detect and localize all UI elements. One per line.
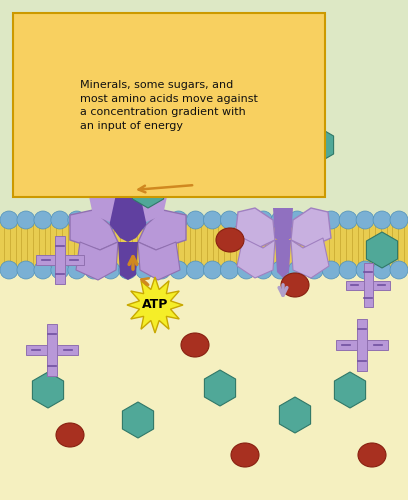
Bar [55, 236, 65, 284]
Circle shape [390, 261, 408, 279]
Circle shape [288, 211, 306, 229]
Polygon shape [106, 170, 150, 242]
Circle shape [373, 211, 391, 229]
Circle shape [356, 261, 374, 279]
Circle shape [271, 261, 289, 279]
Circle shape [51, 261, 69, 279]
Circle shape [51, 211, 69, 229]
Bar [357, 319, 367, 371]
Ellipse shape [358, 443, 386, 467]
Ellipse shape [281, 273, 309, 297]
Circle shape [271, 211, 289, 229]
Bar [36, 255, 84, 265]
Circle shape [170, 261, 188, 279]
Bar [364, 263, 373, 307]
Circle shape [220, 261, 238, 279]
Polygon shape [237, 238, 275, 278]
Bar [0, 270, 408, 500]
Bar [47, 324, 57, 376]
Ellipse shape [231, 443, 259, 467]
Ellipse shape [16, 143, 44, 167]
Polygon shape [302, 127, 334, 163]
Polygon shape [122, 402, 153, 438]
Circle shape [17, 261, 35, 279]
Circle shape [322, 211, 340, 229]
Circle shape [153, 211, 171, 229]
Circle shape [186, 261, 204, 279]
Circle shape [204, 261, 222, 279]
Polygon shape [366, 232, 397, 268]
Circle shape [0, 211, 18, 229]
Circle shape [85, 261, 103, 279]
Polygon shape [291, 238, 329, 278]
Polygon shape [291, 208, 331, 248]
Polygon shape [138, 180, 168, 222]
Polygon shape [32, 372, 64, 408]
Circle shape [220, 211, 238, 229]
Ellipse shape [181, 333, 209, 357]
Circle shape [237, 211, 255, 229]
Polygon shape [138, 210, 186, 250]
Circle shape [170, 211, 188, 229]
Polygon shape [335, 372, 366, 408]
Circle shape [339, 211, 357, 229]
Circle shape [68, 211, 86, 229]
Polygon shape [70, 210, 118, 250]
Circle shape [186, 211, 204, 229]
Circle shape [17, 211, 35, 229]
Circle shape [153, 261, 171, 279]
Ellipse shape [56, 423, 84, 447]
Circle shape [390, 211, 408, 229]
Polygon shape [204, 370, 235, 406]
Circle shape [34, 211, 52, 229]
Bar [0, 220, 408, 270]
Circle shape [204, 211, 222, 229]
Bar [26, 345, 78, 355]
Polygon shape [275, 240, 291, 278]
Circle shape [356, 211, 374, 229]
Circle shape [237, 261, 255, 279]
Ellipse shape [216, 228, 244, 252]
Circle shape [119, 211, 137, 229]
Circle shape [254, 211, 273, 229]
Circle shape [119, 261, 137, 279]
Circle shape [102, 261, 120, 279]
Circle shape [288, 261, 306, 279]
Circle shape [254, 261, 273, 279]
Circle shape [135, 261, 154, 279]
Text: ACTIVE TRANSPORT: ACTIVE TRANSPORT [129, 22, 279, 37]
Circle shape [373, 261, 391, 279]
Polygon shape [88, 180, 118, 222]
Circle shape [102, 211, 120, 229]
Polygon shape [127, 277, 183, 333]
Circle shape [339, 261, 357, 279]
Bar [0, 0, 408, 270]
Polygon shape [279, 397, 310, 433]
Polygon shape [138, 242, 180, 280]
Bar [346, 280, 390, 289]
Circle shape [305, 261, 323, 279]
Polygon shape [235, 208, 275, 248]
Bar [336, 340, 388, 350]
Text: Minerals, some sugars, and
most amino acids move against
a concentration gradien: Minerals, some sugars, and most amino ac… [80, 80, 258, 131]
Polygon shape [273, 208, 293, 245]
Polygon shape [118, 242, 138, 280]
Circle shape [34, 261, 52, 279]
Circle shape [135, 211, 154, 229]
Circle shape [0, 261, 18, 279]
Polygon shape [76, 242, 118, 280]
Circle shape [85, 211, 103, 229]
Polygon shape [133, 172, 164, 208]
Circle shape [68, 261, 86, 279]
Circle shape [322, 261, 340, 279]
Text: ATP: ATP [142, 298, 168, 312]
Circle shape [305, 211, 323, 229]
